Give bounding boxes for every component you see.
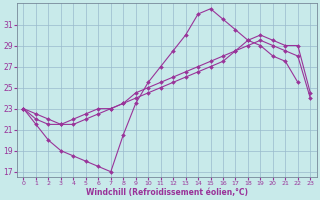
X-axis label: Windchill (Refroidissement éolien,°C): Windchill (Refroidissement éolien,°C) bbox=[86, 188, 248, 197]
